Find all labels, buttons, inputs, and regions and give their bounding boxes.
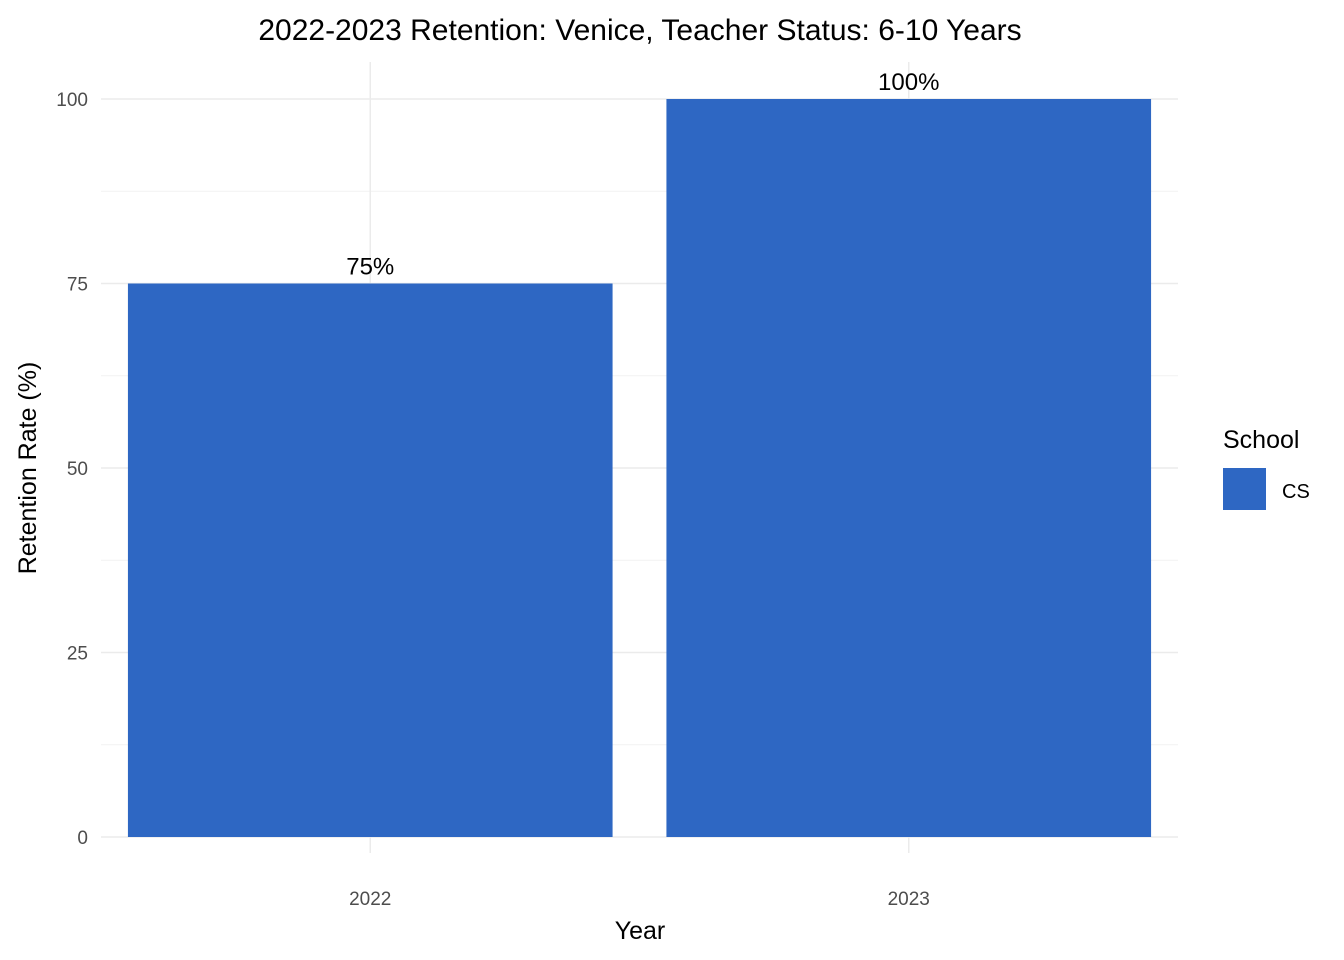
x-axis-ticks: 2022 2023 [349, 889, 930, 910]
bars [127, 99, 1152, 837]
bar-2022 [127, 283, 613, 837]
y-axis-title: Retention Rate (%) [14, 362, 42, 575]
y-tick-label: 50 [67, 459, 88, 480]
y-tick-label: 25 [67, 644, 88, 665]
legend-label-cs: CS [1282, 481, 1310, 503]
legend: School CS [1223, 426, 1310, 510]
x-tick-label: 2022 [349, 889, 391, 910]
y-axis-ticks: 0 25 50 75 100 [56, 90, 88, 849]
x-axis-title: Year [615, 917, 666, 945]
y-tick-label: 0 [77, 828, 88, 849]
data-label-2022: 75% [346, 254, 394, 281]
chart-title: 2022-2023 Retention: Venice, Teacher Sta… [258, 14, 1021, 47]
x-tick-label: 2023 [888, 889, 930, 910]
data-label-2023: 100% [878, 69, 939, 96]
legend-swatch-cs [1223, 468, 1266, 510]
y-tick-label: 100 [56, 90, 88, 111]
bar-labels: 75% 100% [346, 69, 939, 281]
bar-2023 [666, 99, 1152, 837]
legend-title: School [1223, 426, 1299, 454]
y-tick-label: 75 [67, 275, 88, 296]
